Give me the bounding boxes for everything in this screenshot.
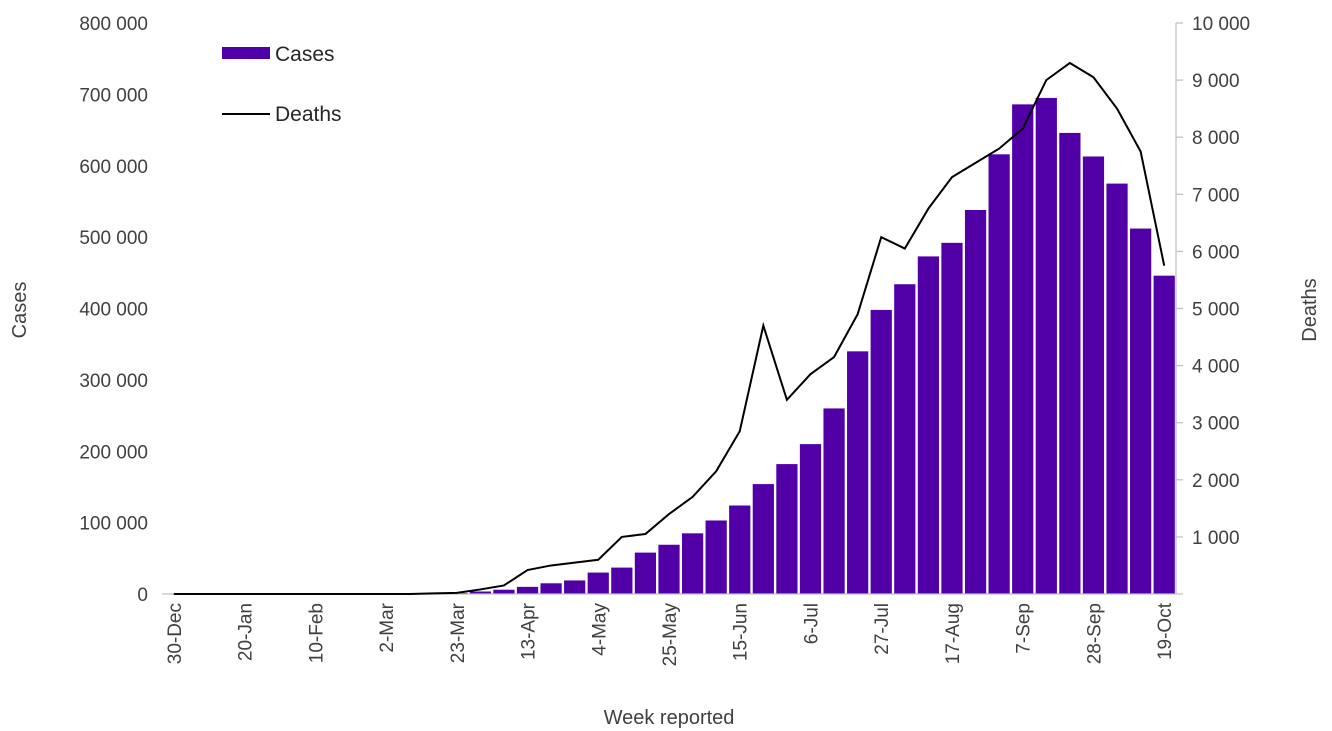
bar-cases	[1106, 183, 1128, 594]
bar-cases	[587, 572, 609, 594]
x-tick-label: 7-Sep	[1014, 603, 1035, 654]
y-right-tick-label: 7 000	[1192, 185, 1240, 206]
bar-cases	[776, 464, 798, 594]
y-left-tick-label: 0	[137, 585, 148, 606]
bar-cases	[681, 533, 704, 594]
bar-cases	[917, 256, 939, 594]
bar-cases	[658, 544, 680, 594]
x-tick-label: 2-Mar	[377, 602, 398, 652]
bar-cases	[1082, 156, 1105, 594]
bar-cases	[540, 583, 562, 594]
legend-cases-swatch	[222, 47, 270, 59]
y-left-tick-label: 400 000	[79, 300, 148, 321]
y-left-tick-label: 300 000	[79, 371, 148, 392]
y-left-tick-label: 500 000	[79, 228, 148, 249]
bar-cases	[705, 520, 727, 594]
legend: Cases Deaths	[222, 43, 342, 126]
deaths-line	[173, 61, 1166, 595]
y-right-tick-label: 10 000	[1192, 14, 1250, 35]
legend-deaths-label: Deaths	[275, 103, 342, 126]
x-tick-label: 28-Sep	[1084, 603, 1105, 664]
y-left-tick-label: 800 000	[79, 14, 148, 35]
bar-cases	[1012, 104, 1034, 595]
y-right-tick-label: 5 000	[1192, 300, 1240, 321]
y-left-axis-title: Cases	[9, 282, 31, 339]
y-right-tick-label: 6 000	[1192, 242, 1240, 263]
x-tick-label: 17-Aug	[943, 603, 964, 664]
y-right-tick-label: 3 000	[1192, 414, 1240, 435]
x-tick-label: 4-May	[589, 603, 610, 656]
bar-cases	[516, 586, 539, 594]
bar-cases	[493, 589, 515, 594]
bar-cases	[729, 505, 751, 594]
x-tick-label: 20-Jan	[236, 603, 257, 661]
y-right-tick-label: 4 000	[1192, 357, 1240, 378]
x-tick-labels: 30-Dec 20-Jan 10-Feb 2-Mar 23-Mar 13-Apr 4-May…	[165, 602, 1176, 666]
x-axis-title: Week reported	[604, 707, 735, 729]
y-left-tick-label: 200 000	[79, 442, 148, 463]
bar-cases	[1153, 275, 1175, 594]
x-tick-label: 6-Jul	[801, 603, 822, 644]
bar-cases	[823, 408, 845, 594]
bar-cases	[752, 484, 774, 594]
y-right-axis	[1175, 22, 1183, 595]
y-left-tick-labels: 0 100 000 200 000 300 000 400 000 500 000 600 …	[79, 14, 148, 606]
y-right-tick-label: 9 000	[1192, 71, 1240, 92]
bar-cases	[1130, 228, 1152, 594]
y-left-tick-label: 100 000	[79, 514, 148, 535]
y-right-tick-labels: 1 000 2 000 3 000 4 000 5 000 6 000 7 000 8 000…	[1192, 14, 1250, 549]
bar-cases	[564, 580, 586, 594]
x-tick-label: 15-Jun	[731, 603, 752, 661]
bar-cases	[941, 242, 963, 594]
x-tick-label: 23-Mar	[448, 602, 469, 663]
bar-cases	[894, 284, 916, 594]
bar-cases	[1035, 97, 1057, 594]
x-tick-label: 13-Apr	[519, 602, 540, 660]
bars	[375, 97, 1175, 595]
x-tick-label: 10-Feb	[306, 603, 327, 663]
bar-cases	[964, 210, 987, 594]
bar-cases	[988, 154, 1010, 594]
y-left-tick-label: 600 000	[79, 157, 148, 178]
x-tick-label: 27-Jul	[872, 603, 893, 655]
bar-cases	[847, 351, 869, 594]
x-tick-label: 30-Dec	[165, 603, 186, 664]
x-tick-label: 25-May	[660, 603, 681, 667]
bar-cases	[611, 567, 633, 594]
y-right-tick-label: 2 000	[1192, 471, 1240, 492]
bar-cases	[870, 309, 892, 594]
legend-cases-label: Cases	[275, 43, 335, 66]
bar-cases	[634, 552, 657, 594]
y-right-tick-label: 8 000	[1192, 128, 1240, 149]
y-left-tick-label: 700 000	[79, 85, 148, 106]
bar-cases	[469, 591, 491, 594]
x-tick-label: 19-Oct	[1155, 602, 1176, 660]
bar-cases	[799, 444, 822, 594]
bar-cases	[1059, 132, 1081, 595]
y-right-tick-label: 1 000	[1192, 528, 1240, 549]
y-right-axis-title: Deaths	[1299, 278, 1321, 341]
